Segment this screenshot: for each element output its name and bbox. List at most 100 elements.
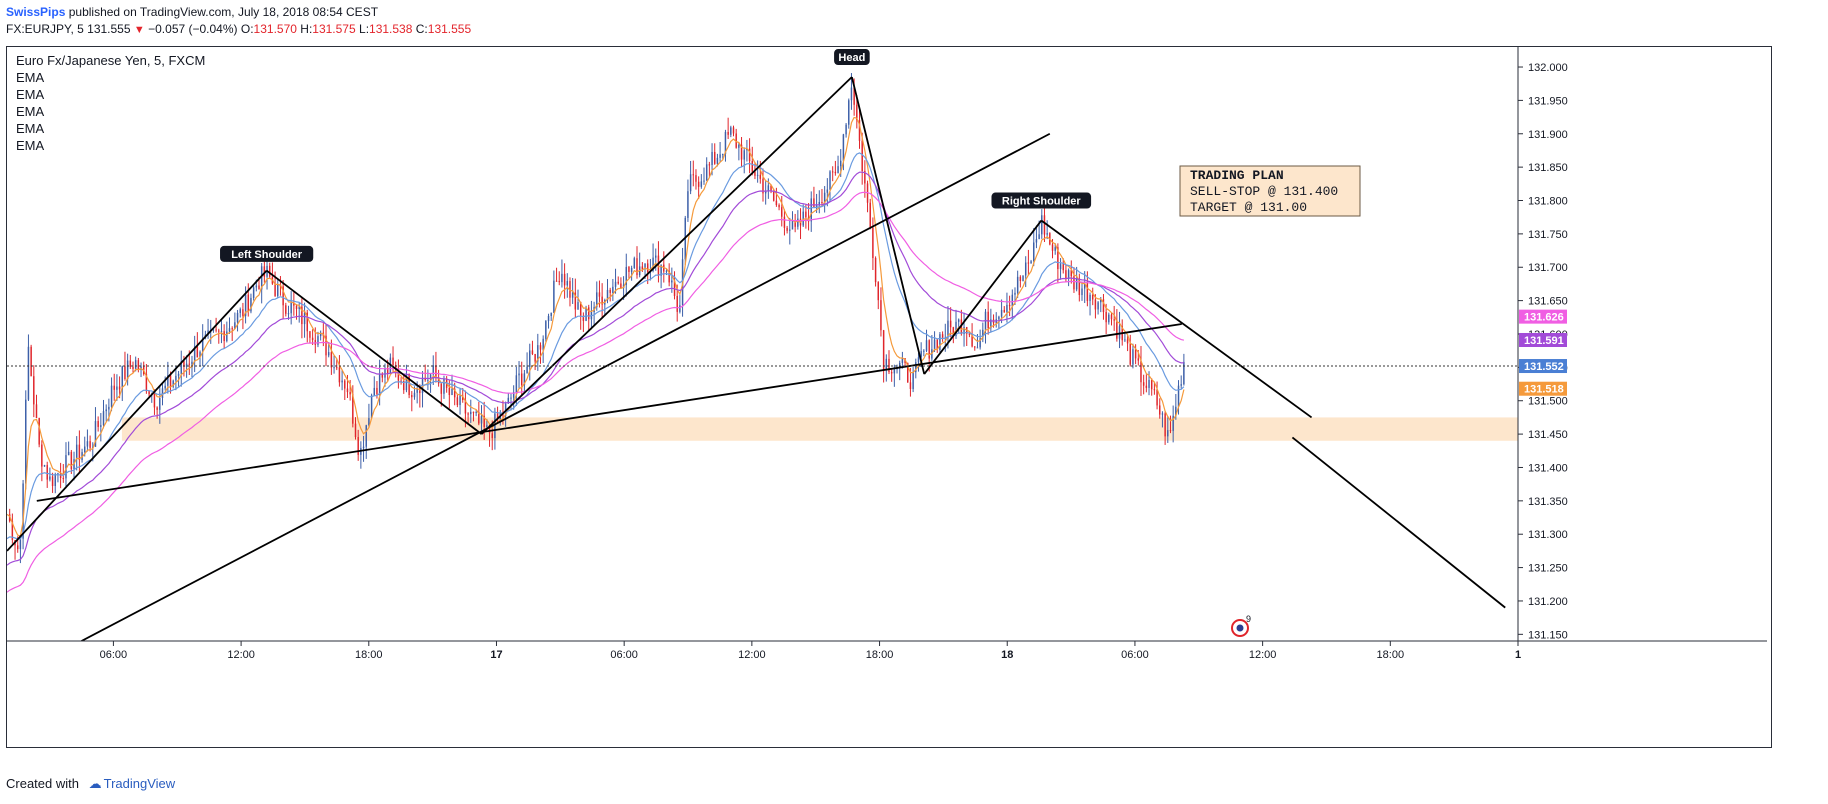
candle-body	[263, 266, 266, 277]
author-name[interactable]: SwissPips	[6, 5, 66, 19]
candle-body	[880, 300, 882, 331]
x-tick-label: 06:00	[610, 649, 638, 661]
candle-body	[614, 281, 617, 287]
candle-body	[708, 164, 711, 166]
candle-body	[427, 379, 429, 381]
candle-body	[512, 392, 515, 398]
candle-body	[1161, 413, 1164, 415]
candle-body	[1000, 309, 1003, 317]
candle-body	[850, 87, 853, 101]
candle-body	[212, 329, 215, 331]
candle-body	[108, 406, 110, 410]
candle-body	[161, 388, 164, 398]
candle-body	[606, 289, 609, 300]
candle-body	[129, 360, 132, 367]
candle-body	[1113, 319, 1115, 321]
candle-body	[408, 373, 410, 396]
candle-body	[957, 319, 960, 322]
candle-body	[566, 281, 569, 286]
candle-body	[641, 266, 644, 269]
candle-body	[1175, 406, 1177, 416]
x-tick-label: 06:00	[100, 649, 128, 661]
candle-body	[791, 220, 794, 230]
candle-body	[805, 211, 807, 218]
candle-body	[630, 267, 633, 272]
trend-line-1	[7, 269, 268, 552]
legend-ema-2[interactable]: EMA	[16, 87, 45, 102]
candle-body	[459, 395, 461, 405]
candle-body	[236, 312, 239, 323]
candle-body	[191, 361, 193, 365]
candle-body	[821, 201, 823, 204]
candle-body	[764, 191, 767, 194]
candle-body	[802, 211, 804, 226]
candle-body	[537, 345, 539, 362]
candle-body	[671, 280, 673, 283]
price-tag-label: 131.552	[1524, 361, 1564, 373]
candle-body	[365, 425, 367, 447]
candle-body	[1083, 283, 1086, 289]
candle-body	[783, 216, 786, 228]
legend-ema-3[interactable]: EMA	[16, 104, 45, 119]
candle-body	[319, 332, 322, 337]
support-zone	[121, 417, 1518, 441]
candle-body	[268, 265, 271, 277]
candle-body	[1108, 314, 1110, 323]
candle-body	[113, 385, 115, 390]
chart-frame[interactable]	[6, 46, 1772, 748]
created-with-label: Created with	[6, 776, 79, 791]
candle-body	[183, 361, 185, 367]
candle-body	[968, 333, 971, 335]
candle-body	[413, 392, 416, 398]
x-tick-label: 12:00	[1249, 649, 1277, 661]
candle-body	[746, 148, 748, 151]
candle-body	[242, 309, 244, 316]
trend-line-8	[36, 323, 1182, 502]
candle-body	[861, 140, 863, 171]
ema-line-4	[7, 191, 1185, 593]
candle-body	[1105, 312, 1107, 323]
candle-body	[97, 421, 99, 427]
footer: Created with ☁ TradingView	[6, 776, 175, 792]
candle-body	[196, 346, 199, 358]
y-tick-label: 131.250	[1528, 563, 1568, 575]
candle-body	[175, 375, 177, 381]
candle-body	[1102, 299, 1105, 313]
candle-body	[1089, 294, 1091, 301]
candle-body	[180, 361, 182, 374]
candle-body	[89, 441, 91, 448]
candle-body	[456, 397, 459, 405]
candle-body	[333, 367, 335, 369]
candle-body	[609, 289, 611, 293]
candle-body	[480, 415, 483, 424]
candle-body	[856, 104, 858, 121]
candle-body	[1073, 276, 1075, 290]
candle-body	[373, 387, 376, 396]
legend-ema-5[interactable]: EMA	[16, 138, 45, 153]
price-tag-label: 131.591	[1524, 335, 1564, 347]
candle-body	[464, 400, 467, 414]
candle-body	[569, 281, 571, 298]
candle-body	[888, 358, 890, 373]
candle-body	[1057, 247, 1059, 270]
candle-body	[523, 373, 526, 385]
candle-body	[145, 374, 148, 392]
legend-ema-1[interactable]: EMA	[16, 70, 45, 85]
candle-body	[955, 321, 957, 337]
candle-body	[1180, 384, 1182, 386]
candle-body	[1022, 275, 1024, 281]
candle-body	[582, 316, 585, 321]
tradingview-link[interactable]: TradingView	[103, 776, 176, 791]
x-tick-label: 1	[1515, 649, 1521, 661]
candle-body	[51, 476, 54, 486]
candle-body	[453, 388, 456, 398]
open-value: 131.570	[253, 22, 297, 36]
down-arrow-icon: ▼	[133, 24, 145, 36]
x-tick-label: 18:00	[355, 649, 383, 661]
candle-body	[971, 334, 973, 347]
candle-body	[220, 331, 223, 333]
legend-ema-4[interactable]: EMA	[16, 121, 45, 136]
candle-body	[679, 305, 681, 312]
y-tick-label: 131.800	[1528, 196, 1568, 208]
